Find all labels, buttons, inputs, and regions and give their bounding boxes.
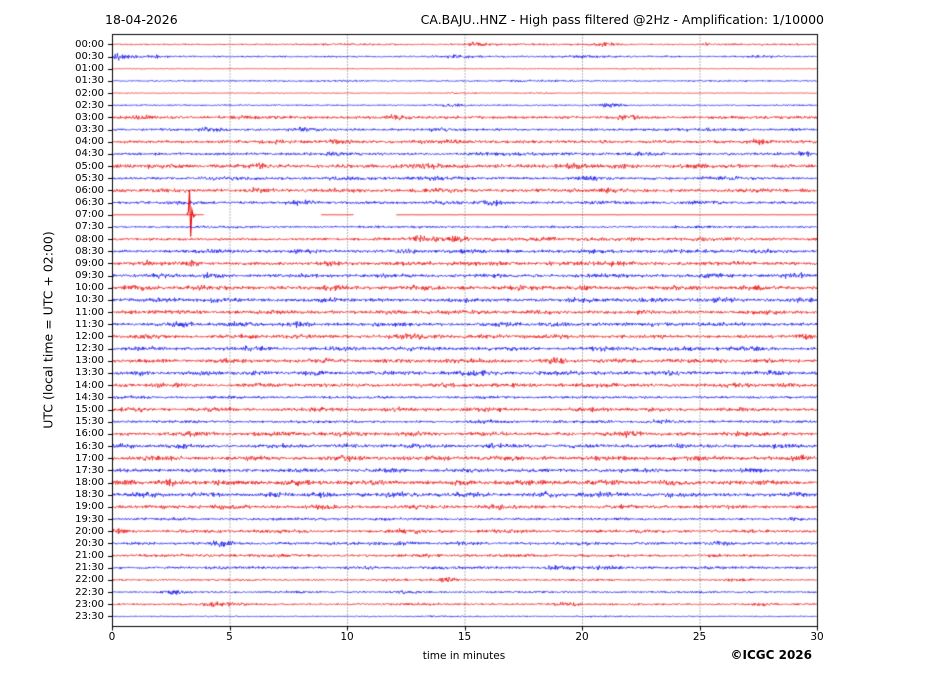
row-label: 05:00 [75,160,104,172]
row-label: 04:00 [75,136,104,148]
row-label: 14:00 [75,379,104,391]
x-tick-label: 0 [108,631,116,643]
row-label: 02:30 [75,99,104,111]
row-label: 03:00 [75,111,104,123]
x-tick-label: 15 [457,631,472,643]
row-label: 00:30 [75,51,104,63]
row-label: 05:30 [75,172,104,184]
row-label: 12:30 [75,343,104,355]
row-label: 09:30 [75,270,104,282]
row-label: 01:30 [75,75,104,87]
row-label: 18:30 [75,489,104,501]
row-label: 10:00 [75,282,104,294]
header-title: CA.BAJU..HNZ - High pass filtered @2Hz -… [420,12,824,27]
row-label: 03:30 [75,124,104,136]
row-label: 08:30 [75,245,104,257]
row-label: 17:30 [75,464,104,476]
y-axis-label: UTC (local time = UTC + 02:00) [40,231,56,429]
row-label: 06:00 [75,184,104,196]
row-label: 18:00 [75,477,104,489]
row-label: 04:30 [75,148,104,160]
row-label: 10:30 [75,294,104,306]
row-label: 20:00 [75,525,104,537]
row-label: 19:30 [75,513,104,525]
row-label: 22:30 [75,586,104,598]
row-label: 19:00 [75,501,104,513]
row-label: 21:00 [75,550,104,562]
row-label: 14:30 [75,391,104,403]
row-label: 17:00 [75,452,104,464]
row-label: 11:00 [75,306,104,318]
row-label: 13:30 [75,367,104,379]
x-tick-label: 5 [226,631,233,643]
row-label: 07:00 [75,209,104,221]
row-label: 00:00 [75,38,104,50]
x-tick-label: 10 [340,631,354,643]
row-label: 02:00 [75,87,104,99]
row-label: 23:30 [75,610,104,622]
row-label: 16:30 [75,440,104,452]
x-tick-label: 20 [575,631,589,643]
row-label: 08:00 [75,233,104,245]
row-label: 12:00 [75,330,104,342]
row-label: 13:00 [75,355,104,367]
row-label: 22:00 [75,574,104,586]
row-label: 20:30 [75,537,104,549]
row-label: 16:00 [75,428,104,440]
row-label: 07:30 [75,221,104,233]
row-label: 11:30 [75,318,104,330]
x-tick-label: 30 [810,631,824,643]
copyright-text: ©ICGC 2026 [730,648,812,662]
header-date: 18-04-2026 [105,12,178,27]
row-label: 15:00 [75,404,104,415]
row-label: 23:00 [75,598,104,610]
x-axis-title: time in minutes [422,650,506,662]
x-tick-label: 25 [692,631,707,643]
row-label: 21:30 [75,562,104,574]
row-label: 15:30 [75,416,104,428]
row-label: 06:30 [75,197,104,209]
row-label: 01:00 [75,63,104,75]
row-label: 09:00 [75,257,104,269]
